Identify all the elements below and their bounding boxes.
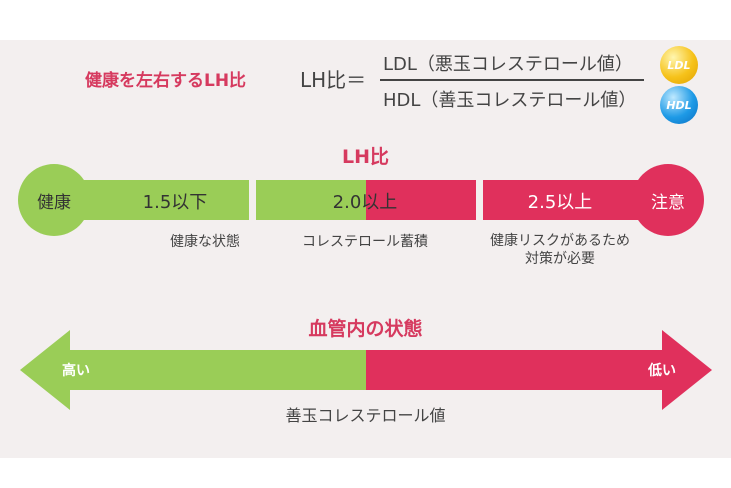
segment-value-2: 2.0以上 (332, 192, 398, 213)
scale-left-end-label: 健康 (37, 192, 71, 213)
ldl-ball-icon: LDL (660, 46, 698, 84)
fraction-bar (380, 79, 644, 81)
formula-title: 健康を左右するLH比 (85, 71, 247, 91)
double-arrow (20, 330, 712, 410)
segment-desc-3-line1: 健康リスクがあるため (490, 233, 630, 249)
scale-segment-healthy (75, 180, 249, 220)
ldl-badge-text: LDL (667, 58, 691, 72)
hdl-badge-text: HDL (666, 98, 692, 112)
arrow-pink-half (366, 330, 712, 410)
scale-segment-accumulation-pink (366, 180, 476, 220)
scale-segment-accumulation-green (256, 180, 366, 220)
scale-right-end-circle: 注意 (632, 164, 704, 236)
vessel-state-title: 血管内の状態 (308, 318, 423, 340)
hdl-ball-icon: HDL (660, 86, 698, 124)
arrow-caption: 善玉コレステロール値 (285, 406, 446, 425)
lh-ratio-label: LH比＝ (300, 68, 367, 92)
lh-scale-title: LH比 (341, 146, 389, 168)
segment-desc-1: 健康な状態 (170, 234, 240, 250)
arrow-left-label: 高い (62, 363, 90, 379)
arrow-right-label: 低い (648, 363, 676, 379)
arrow-green-half (20, 330, 366, 410)
segment-desc-2: コレステロール蓄積 (302, 234, 428, 250)
scale-right-end-label: 注意 (651, 192, 685, 213)
segment-desc-3-line2: 対策が必要 (525, 251, 595, 267)
scale-left-end-circle: 健康 (18, 164, 90, 236)
segment-value-1: 1.5以下 (142, 192, 208, 213)
scale-segment-risk (483, 180, 653, 220)
fraction-numerator: LDL（悪玉コレステロール値） (383, 54, 633, 75)
fraction-denominator: HDL（善玉コレステロール値） (383, 90, 637, 111)
segment-value-3: 2.5以上 (527, 192, 593, 213)
